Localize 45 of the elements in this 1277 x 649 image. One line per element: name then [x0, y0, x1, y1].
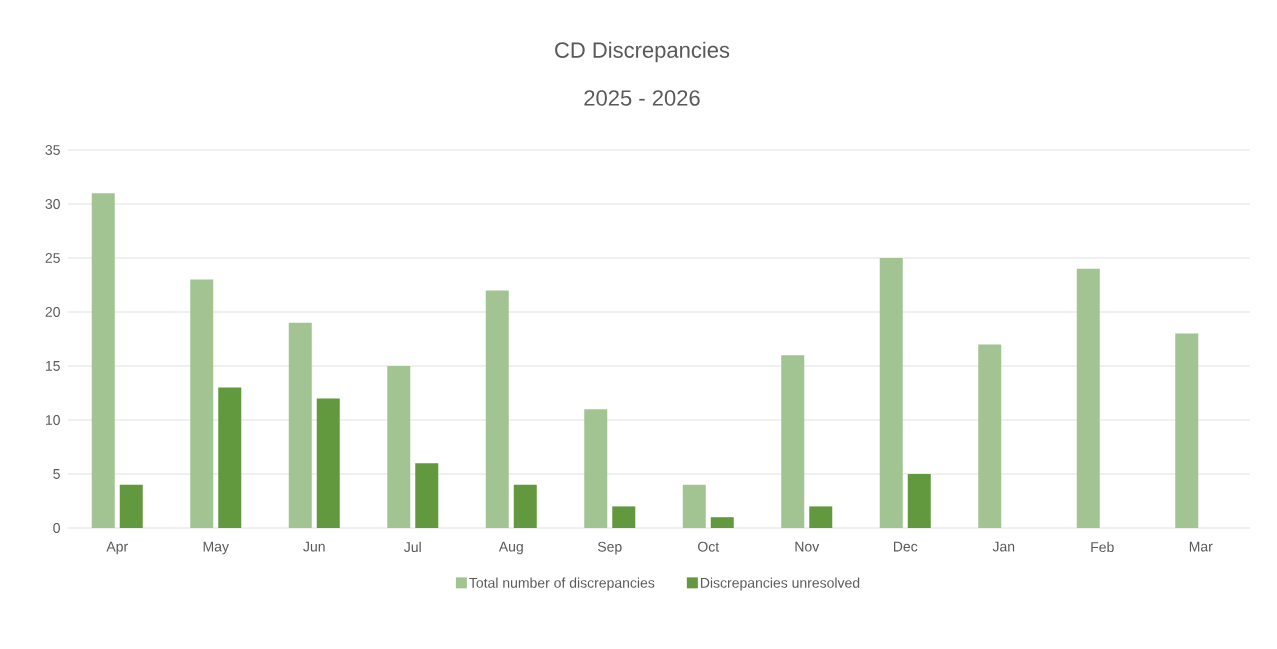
x-tick-label: Mar: [1189, 541, 1213, 552]
bar: [907, 474, 931, 528]
y-tick-label: 30: [45, 199, 60, 209]
bar: [809, 506, 833, 528]
chart-title: CD Discrepancies: [555, 41, 730, 63]
bar: [978, 344, 1002, 528]
x-tick-label: Jan: [992, 541, 1015, 552]
bar: [1175, 333, 1199, 528]
bar: [879, 258, 903, 528]
bar: [584, 409, 608, 528]
bar: [781, 355, 805, 528]
x-tick-label: Feb: [1091, 541, 1114, 553]
bar: [218, 387, 242, 528]
bar: [612, 506, 636, 528]
bar: [513, 484, 537, 528]
x-tick-label: Jul: [404, 541, 421, 553]
bar: [682, 484, 706, 528]
y-tick-label: 5: [53, 469, 60, 479]
bar: [485, 290, 509, 528]
bar: [710, 517, 734, 528]
y-tick-label: 20: [45, 307, 60, 317]
x-tick-label: Aug: [498, 541, 523, 555]
x-tick-label: Nov: [795, 541, 820, 552]
y-tick-label: 10: [45, 415, 60, 425]
y-tick-label: 15: [45, 361, 60, 371]
bar: [288, 322, 312, 528]
bar: [415, 463, 439, 528]
x-tick-label: Oct: [698, 541, 720, 552]
legend-label: Total number of discrepancies: [469, 577, 655, 591]
x-tick-label: Jun: [303, 541, 325, 552]
bar: [190, 279, 214, 528]
bar: [119, 484, 143, 528]
bar: [91, 193, 115, 528]
bar: [1076, 268, 1100, 528]
bar: [316, 398, 340, 528]
legend-label: Discrepancies unresolved: [701, 577, 860, 591]
y-tick-label: 25: [45, 253, 60, 263]
bar: [387, 366, 411, 528]
x-tick-label: Apr: [106, 541, 128, 555]
chart-subtitle: 2025 - 2026: [584, 90, 700, 106]
y-tick-label: 35: [45, 145, 60, 155]
x-tick-label: Dec: [893, 541, 918, 552]
x-tick-label: Sep: [597, 541, 622, 555]
x-tick-label: May: [203, 541, 229, 555]
y-tick-label: 0: [53, 523, 60, 533]
